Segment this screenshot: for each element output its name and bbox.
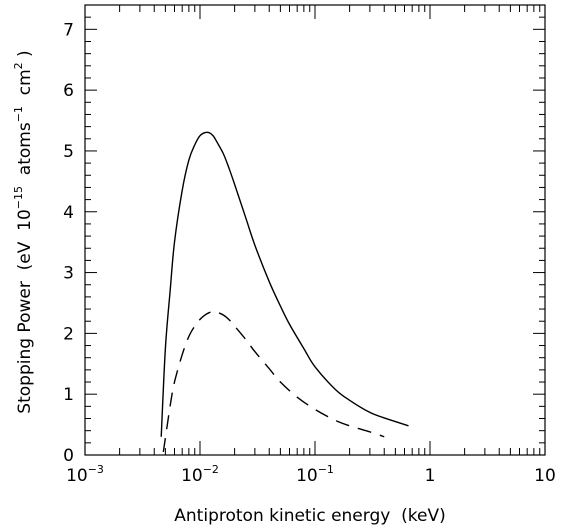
x-tick-label: 10−1 xyxy=(296,463,334,486)
y-tick-label: 1 xyxy=(63,385,74,405)
y-tick-label: 2 xyxy=(63,324,74,344)
y-tick-label: 6 xyxy=(63,81,74,101)
y-tick-label: 3 xyxy=(63,264,74,284)
x-tick-label: 10−2 xyxy=(181,463,219,486)
x-tick-label: 10 xyxy=(534,466,556,486)
y-tick-label: 0 xyxy=(63,446,74,466)
x-axis-title: Antiproton kinetic energy (keV) xyxy=(174,506,445,526)
x-tick-label: 1 xyxy=(425,466,436,486)
series-line-dashed xyxy=(162,310,385,453)
plot-frame xyxy=(84,4,546,456)
x-tick-label: 10−3 xyxy=(66,463,104,486)
y-tick-label: 4 xyxy=(63,203,74,223)
data-series xyxy=(160,131,409,453)
y-axis-title: Stopping Power (eV 10−15 atoms−1 cm2 ) xyxy=(12,50,35,413)
y-tick-label: 5 xyxy=(63,142,74,162)
x-tick-labels: 10−3 10−2 10−1 1 10 xyxy=(66,463,556,486)
series-line-solid xyxy=(160,131,409,437)
axis-ticks xyxy=(84,4,545,456)
y-tick-labels: 0 1 2 3 4 5 6 7 xyxy=(63,20,74,466)
y-tick-label: 7 xyxy=(63,20,74,40)
